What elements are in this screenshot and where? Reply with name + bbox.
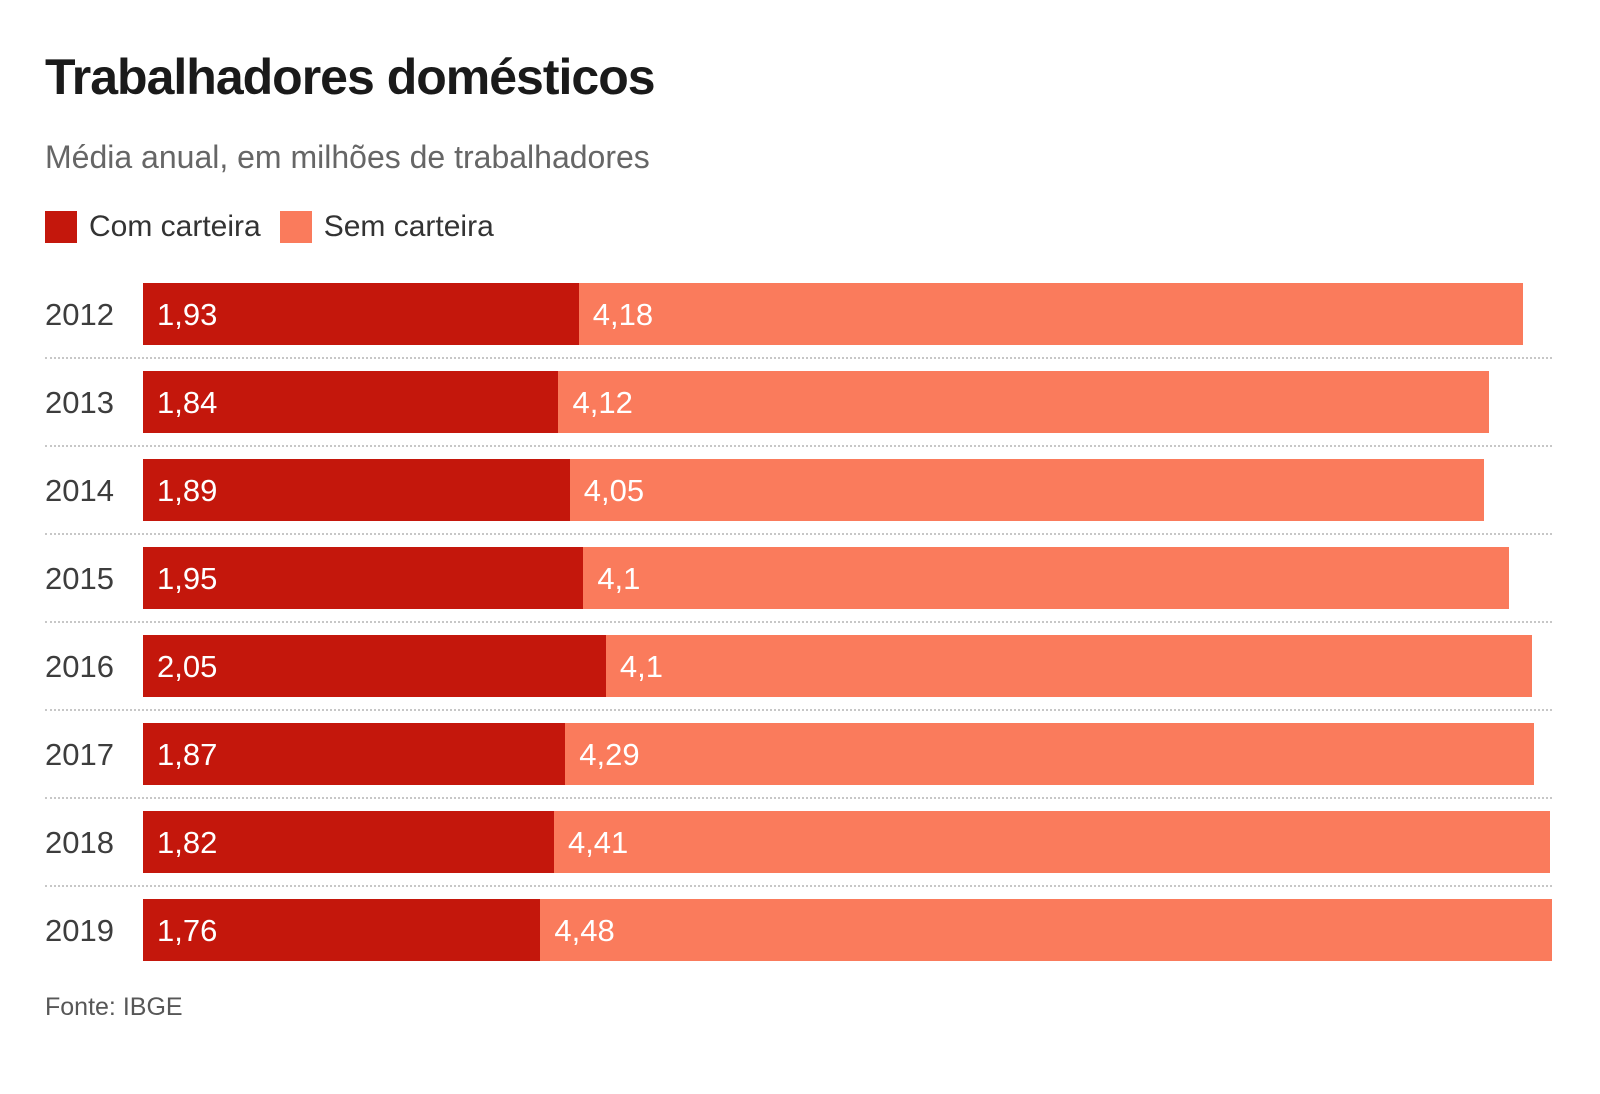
chart-row-inner: 2013 1,84 4,12 <box>45 371 1552 434</box>
legend-item-sem-carteira: Sem carteira <box>279 210 494 244</box>
bar-segment-com-carteira: 1,93 <box>143 283 579 346</box>
year-label: 2012 <box>45 296 114 332</box>
chart-row-inner: 2015 1,95 4,1 <box>45 547 1552 610</box>
chart-row: 2013 1,84 4,12 <box>45 371 1552 448</box>
chart-row-inner: 2014 1,89 4,05 <box>45 459 1552 522</box>
chart-row: 2016 2,05 4,1 <box>45 635 1552 712</box>
legend-label-sem-carteira: Sem carteira <box>323 210 494 244</box>
year-label: 2017 <box>45 736 114 772</box>
bar-segment-com-carteira: 1,95 <box>143 547 584 610</box>
source-note: Fonte: IBGE <box>45 993 183 1022</box>
bar-segment-sem-carteira: 4,1 <box>605 635 1532 698</box>
year-label: 2015 <box>45 560 114 596</box>
chart-row: 2017 1,87 4,29 <box>45 723 1552 800</box>
chart-row: 2015 1,95 4,1 <box>45 547 1552 624</box>
bar-segment-sem-carteira: 4,1 <box>583 547 1510 610</box>
bar-value-label: 1,76 <box>157 912 218 948</box>
bar-value-label: 4,29 <box>579 736 640 772</box>
bar-segment-sem-carteira: 4,05 <box>569 459 1485 522</box>
bar-track: 1,87 4,29 <box>143 723 1552 786</box>
bar-value-label: 4,05 <box>583 472 645 508</box>
bar-track: 2,05 4,1 <box>143 635 1552 698</box>
bar-segment-sem-carteira: 4,18 <box>578 283 1523 346</box>
bar-value-label: 4,18 <box>592 296 654 332</box>
year-label: 2014 <box>45 472 114 508</box>
bar-track: 1,82 4,41 <box>143 811 1552 874</box>
bar-value-label: 4,1 <box>619 648 663 684</box>
bar-segment-com-carteira: 2,05 <box>143 635 606 698</box>
bar-segment-sem-carteira: 4,48 <box>540 899 1552 962</box>
bar-track: 1,95 4,1 <box>143 547 1552 610</box>
chart-row: 2019 1,76 4,48 <box>45 899 1552 962</box>
bar-value-label: 4,1 <box>597 560 641 596</box>
chart-title: Trabalhadores domésticos <box>45 49 656 105</box>
bar-segment-sem-carteira: 4,29 <box>565 723 1534 786</box>
chart-subtitle: Média anual, em milhões de trabalhadores <box>45 139 650 175</box>
bar-value-label: 4,12 <box>572 384 633 420</box>
legend-item-com-carteira: Com carteira <box>45 210 261 244</box>
legend-swatch-com-carteira <box>45 211 77 244</box>
year-label: 2013 <box>45 384 114 420</box>
stacked-bar-chart: 2012 1,93 4,18 2013 1,84 4,12 2014 1,89 4,05 2015… <box>45 283 1552 962</box>
chart-row: 2018 1,82 4,41 <box>45 811 1552 888</box>
legend: Com carteira Sem carteira <box>45 210 1552 244</box>
chart-row-inner: 2012 1,93 4,18 <box>45 283 1552 346</box>
bar-track: 1,93 4,18 <box>143 283 1552 346</box>
bar-segment-com-carteira: 1,84 <box>143 371 559 434</box>
chart-row: 2014 1,89 4,05 <box>45 459 1552 536</box>
bar-segment-com-carteira: 1,89 <box>143 459 570 522</box>
chart-row-inner: 2019 1,76 4,48 <box>45 899 1552 962</box>
bar-track: 1,76 4,48 <box>143 899 1552 962</box>
bar-segment-com-carteira: 1,87 <box>143 723 566 786</box>
bar-segment-sem-carteira: 4,12 <box>558 371 1489 434</box>
year-label: 2016 <box>45 648 114 684</box>
bar-value-label: 4,41 <box>567 824 629 860</box>
bar-value-label: 1,84 <box>157 384 218 420</box>
chart-row-inner: 2016 2,05 4,1 <box>45 635 1552 698</box>
legend-label-com-carteira: Com carteira <box>89 210 261 244</box>
year-label: 2018 <box>45 824 114 860</box>
bar-segment-sem-carteira: 4,41 <box>553 811 1550 874</box>
chart-row-inner: 2017 1,87 4,29 <box>45 723 1552 786</box>
bar-segment-com-carteira: 1,76 <box>143 899 541 962</box>
bar-value-label: 1,82 <box>157 824 218 860</box>
bar-value-label: 1,87 <box>157 736 218 772</box>
year-label: 2019 <box>45 912 114 948</box>
bar-value-label: 2,05 <box>157 648 218 684</box>
bar-segment-com-carteira: 1,82 <box>143 811 554 874</box>
bar-track: 1,89 4,05 <box>143 459 1552 522</box>
legend-swatch-sem-carteira <box>279 211 312 244</box>
chart-row: 2012 1,93 4,18 <box>45 283 1552 360</box>
bar-value-label: 4,48 <box>554 912 615 948</box>
bar-value-label: 1,95 <box>157 560 218 596</box>
bar-value-label: 1,93 <box>157 296 218 332</box>
chart-row-inner: 2018 1,82 4,41 <box>45 811 1552 874</box>
bar-value-label: 1,89 <box>157 472 218 508</box>
bar-track: 1,84 4,12 <box>143 371 1552 434</box>
